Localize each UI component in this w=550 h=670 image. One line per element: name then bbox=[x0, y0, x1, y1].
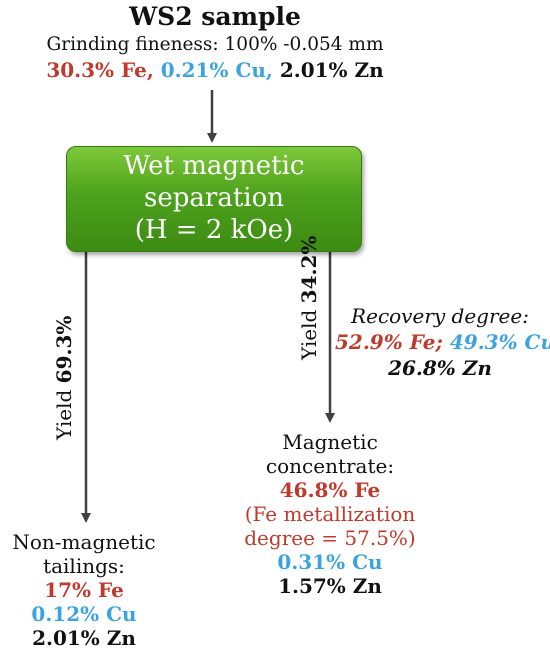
tailings-fe: 17% Fe bbox=[44, 578, 124, 602]
concentrate-metal-2: degree = 57.5%) bbox=[244, 526, 416, 550]
tailings-zn: 2.01% Zn bbox=[32, 626, 136, 650]
concentrate-metal-1: (Fe metallization bbox=[244, 502, 416, 526]
feed-sep-1: , bbox=[146, 58, 154, 82]
process-line-1: Wet magnetic bbox=[123, 151, 305, 181]
tailings-yield-value: 69.3% bbox=[52, 315, 76, 384]
recovery-zn: 26.8% Zn bbox=[388, 356, 492, 380]
recovery-label: Recovery degree: bbox=[335, 304, 545, 328]
concentrate-cu: 0.31% Cu bbox=[277, 550, 383, 574]
process-box: Wet magnetic separation (H = 2 kOe) bbox=[66, 146, 362, 252]
concentrate-yield-value: 34.2% bbox=[297, 235, 321, 304]
recovery-fe-cu: 52.9% Fe; 49.3% Cu; bbox=[335, 330, 550, 354]
tailings-title-2: tailings: bbox=[43, 554, 125, 578]
process-line-2: separation bbox=[144, 183, 284, 213]
recovery-cu: 49.3% Cu; bbox=[449, 330, 550, 354]
concentrate-yield-label: Yield bbox=[297, 309, 321, 360]
concentrate-fe: 46.8% Fe bbox=[279, 478, 381, 502]
feed-cu: 0.21% Cu bbox=[160, 58, 266, 82]
feed-fe: 30.3% Fe bbox=[46, 58, 147, 82]
tailings-block: Non-magnetic tailings: 17% Fe 0.12% Cu 2… bbox=[0, 530, 168, 650]
concentrate-yield: Yield 34.2% bbox=[297, 236, 321, 360]
grinding-fineness: Grinding fineness: 100% -0.054 mm bbox=[46, 34, 384, 55]
tailings-title-1: Non-magnetic bbox=[12, 530, 156, 554]
recovery-label-text: Recovery degree: bbox=[351, 304, 529, 328]
concentrate-block: Magnetic concentrate: 46.8% Fe (Fe metal… bbox=[225, 430, 435, 598]
tailings-yield-label: Yield bbox=[52, 389, 76, 440]
concentrate-zn: 1.57% Zn bbox=[278, 574, 382, 598]
feed-zn: 2.01% Zn bbox=[279, 58, 384, 82]
tailings-cu: 0.12% Cu bbox=[31, 602, 137, 626]
tailings-yield: Yield 69.3% bbox=[52, 316, 76, 440]
concentrate-title-2: concentrate: bbox=[265, 454, 395, 478]
process-line-3: (H = 2 kOe) bbox=[134, 215, 294, 245]
recovery-fe: 52.9% Fe; bbox=[335, 330, 443, 354]
feed-composition: 30.3% Fe, 0.21% Cu, 2.01% Zn bbox=[0, 58, 430, 82]
concentrate-title-1: Magnetic bbox=[282, 430, 378, 454]
sample-title: WS2 sample bbox=[129, 2, 301, 31]
feed-sep-2: , bbox=[265, 58, 273, 82]
